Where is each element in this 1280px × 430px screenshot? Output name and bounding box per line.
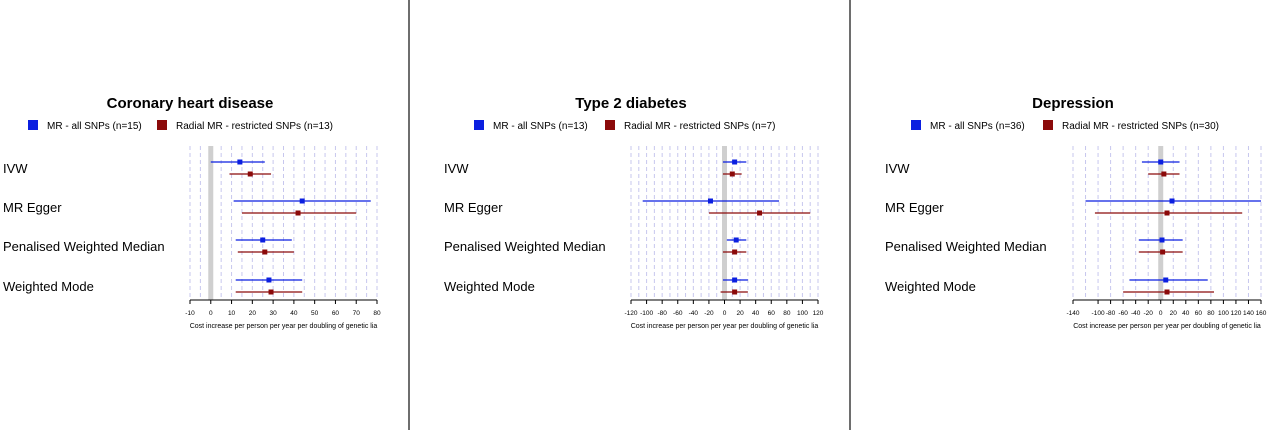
legend-swatch-2 [605,120,615,130]
legend-label-2: Radial MR - restricted SNPs (n=13) [176,121,333,132]
x-tick-label: 60 [332,310,340,317]
x-tick-label: -60 [673,310,683,317]
x-axis-label: Cost increase per person per year per do… [1073,323,1261,330]
legend-swatch-1 [474,120,484,130]
x-axis-label: Cost increase per person per year per do… [631,323,819,330]
x-tick-label: 80 [783,310,791,317]
point-estimate [707,198,713,204]
chart-title: Type 2 diabetes [575,95,686,112]
point-estimate [1163,277,1169,283]
x-tick-label: 60 [768,310,776,317]
category-label: Weighted Mode [444,279,535,294]
x-tick-label: 70 [353,310,361,317]
category-label: MR Egger [3,200,62,215]
x-tick-label: 0 [209,310,213,317]
point-estimate [732,289,738,295]
x-tick-label: 60 [1195,310,1203,317]
x-tick-label: 140 [1243,310,1254,317]
x-tick-label: -80 [657,310,667,317]
legend-label-1: MR - all SNPs (n=15) [47,121,142,132]
x-tick-label: 30 [269,310,277,317]
x-tick-label: 100 [1218,310,1229,317]
panel-divider [849,0,851,430]
point-estimate [729,171,735,177]
x-tick-label: -120 [624,310,637,317]
x-tick-label: 20 [736,310,744,317]
category-label: Weighted Mode [885,279,976,294]
x-tick-label: -140 [1066,310,1079,317]
category-label: Penalised Weighted Median [3,239,165,254]
point-estimate [237,159,243,165]
category-label: Penalised Weighted Median [444,239,606,254]
point-estimate [299,198,305,204]
point-estimate [732,249,738,255]
chart-title: Coronary heart disease [107,95,274,112]
category-label: IVW [885,161,910,176]
x-tick-label: -100 [640,310,653,317]
point-estimate [1159,237,1165,243]
category-label: Weighted Mode [3,279,94,294]
x-tick-label: 20 [1170,310,1178,317]
category-label: IVW [444,161,469,176]
forest-plot-coronary-heart-disease: Coronary heart disease MR - all SNPs (n=1… [3,95,381,330]
x-tick-label: 120 [813,310,824,317]
x-tick-label: 80 [1207,310,1215,317]
x-tick-label: 10 [228,310,236,317]
x-axis-label: Cost increase per person per year per do… [190,323,378,330]
legend-label-2: Radial MR - restricted SNPs (n=30) [1062,121,1219,132]
x-tick-label: 0 [1159,310,1163,317]
x-tick-label: 50 [311,310,319,317]
chart-title: Depression [1032,95,1114,112]
legend-label-1: MR - all SNPs (n=13) [493,121,588,132]
x-tick-label: 20 [249,310,257,317]
legend-label-1: MR - all SNPs (n=36) [930,121,1025,132]
point-estimate [1164,289,1170,295]
x-tick-label: 120 [1231,310,1242,317]
x-tick-label: 40 [752,310,760,317]
x-tick-label: 40 [290,310,298,317]
x-tick-label: -20 [1143,310,1153,317]
point-estimate [732,277,738,283]
forest-plot-type-2-diabetes: Type 2 diabetes MR - all SNPs (n=13) Radia… [444,95,824,330]
x-tick-label: -10 [185,310,195,317]
x-tick-label: -40 [689,310,699,317]
point-estimate [1164,210,1170,216]
x-tick-label: -100 [1092,310,1105,317]
category-label: IVW [3,161,28,176]
panel-divider [408,0,410,430]
category-label: MR Egger [885,200,944,215]
point-estimate [732,159,738,165]
x-tick-label: 160 [1256,310,1267,317]
x-tick-label: -40 [1131,310,1141,317]
point-estimate [295,210,301,216]
point-estimate [1160,249,1166,255]
category-label: Penalised Weighted Median [885,239,1047,254]
point-estimate [1158,159,1164,165]
x-tick-label: -80 [1106,310,1116,317]
point-estimate [733,237,739,243]
point-estimate [757,210,763,216]
point-estimate [266,277,272,283]
x-tick-label: 100 [797,310,808,317]
legend-swatch-2 [1043,120,1053,130]
x-tick-label: 40 [1182,310,1190,317]
point-estimate [262,249,268,255]
legend-label-2: Radial MR - restricted SNPs (n=7) [624,121,775,132]
point-estimate [247,171,253,177]
x-tick-label: 0 [723,310,727,317]
x-tick-label: 80 [373,310,381,317]
point-estimate [1169,198,1175,204]
point-estimate [260,237,266,243]
point-estimate [1161,171,1167,177]
legend-swatch-2 [157,120,167,130]
point-estimate [268,289,274,295]
x-tick-label: -60 [1118,310,1128,317]
forest-plot-depression: Depression MR - all SNPs (n=36) Radial MR … [885,95,1267,330]
legend-swatch-1 [28,120,38,130]
category-label: MR Egger [444,200,503,215]
legend-swatch-1 [911,120,921,130]
x-tick-label: -20 [704,310,714,317]
